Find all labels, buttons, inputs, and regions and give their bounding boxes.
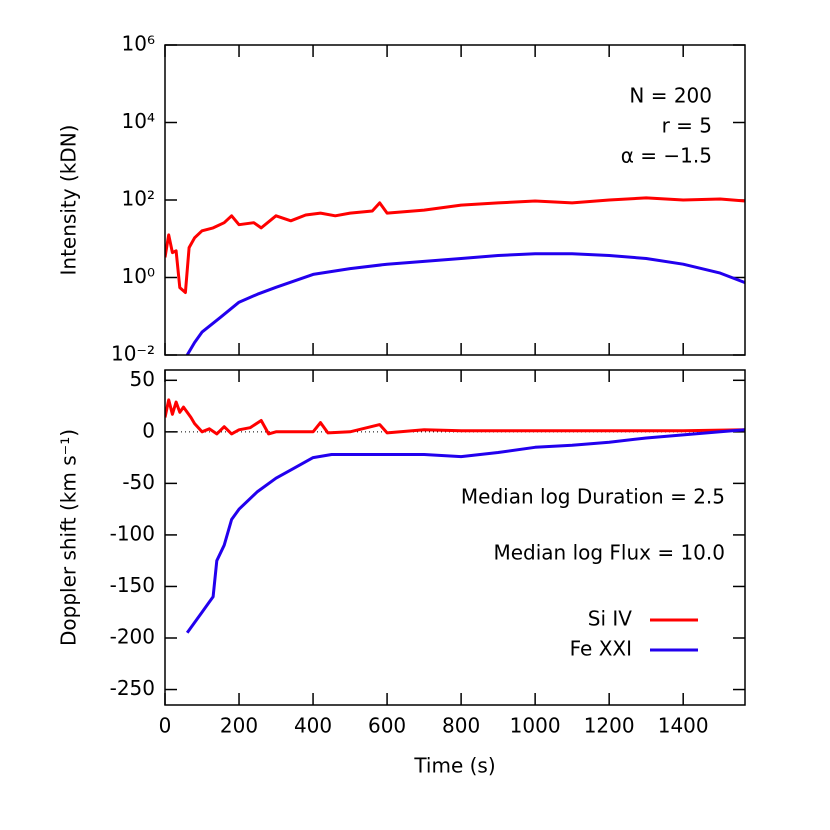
x-tick-label: 200: [220, 714, 258, 738]
y-tick-label: 10²: [122, 187, 155, 211]
series-line: [185, 428, 745, 634]
plot-frame: [164, 369, 746, 706]
x-tick-label: 1400: [658, 714, 709, 738]
y-tick-label: 10⁶: [122, 32, 155, 56]
legend-label: Fe XXI: [570, 637, 632, 661]
y-tick-label: -100: [110, 521, 155, 545]
x-tick-label: 1000: [510, 714, 561, 738]
plot-frame: [164, 44, 746, 356]
x-tick-label: 400: [294, 714, 332, 738]
y-tick-label: -150: [110, 573, 155, 597]
y-axis-label: Doppler shift (km s⁻¹): [57, 429, 81, 646]
x-tick-label: 0: [159, 714, 172, 738]
y-tick-label: 0: [142, 418, 155, 442]
annotation: α = −1.5: [621, 144, 712, 168]
series-line: [165, 196, 745, 294]
series-line: [185, 252, 745, 355]
y-tick-label: -200: [110, 625, 155, 649]
series-line: [165, 398, 745, 436]
y-tick-label: 10⁻²: [111, 342, 155, 366]
y-tick-label: -250: [110, 676, 155, 700]
x-axis-label: Time (s): [413, 754, 495, 778]
annotation: Median log Flux = 10.0: [493, 541, 725, 565]
x-tick-label: 800: [442, 714, 480, 738]
annotation: N = 200: [629, 84, 712, 108]
annotation: r = 5: [662, 114, 712, 138]
annotation: Median log Duration = 2.5: [461, 485, 725, 509]
legend-label: Si IV: [588, 607, 633, 631]
y-tick-label: 50: [130, 367, 155, 391]
y-tick-label: 10⁰: [122, 264, 155, 288]
y-tick-label: 10⁴: [122, 109, 155, 133]
y-tick-label: -50: [122, 470, 155, 494]
y-axis-label: Intensity (kDN): [57, 125, 81, 276]
x-tick-label: 1200: [584, 714, 635, 738]
x-tick-label: 600: [368, 714, 406, 738]
